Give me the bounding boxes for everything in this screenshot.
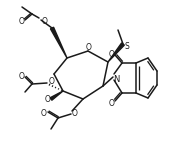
Text: O: O <box>86 42 92 52</box>
Text: N: N <box>113 75 119 83</box>
Text: O: O <box>19 16 25 26</box>
Text: O: O <box>72 108 78 117</box>
Text: O: O <box>109 99 115 107</box>
Polygon shape <box>108 43 124 62</box>
Text: O: O <box>109 50 115 59</box>
Text: O: O <box>49 77 55 85</box>
Text: O: O <box>19 72 25 81</box>
Polygon shape <box>50 27 67 58</box>
Text: O: O <box>41 108 47 117</box>
Text: S: S <box>125 41 129 51</box>
Text: O: O <box>45 96 51 105</box>
Text: O: O <box>42 16 48 26</box>
Polygon shape <box>50 91 63 100</box>
